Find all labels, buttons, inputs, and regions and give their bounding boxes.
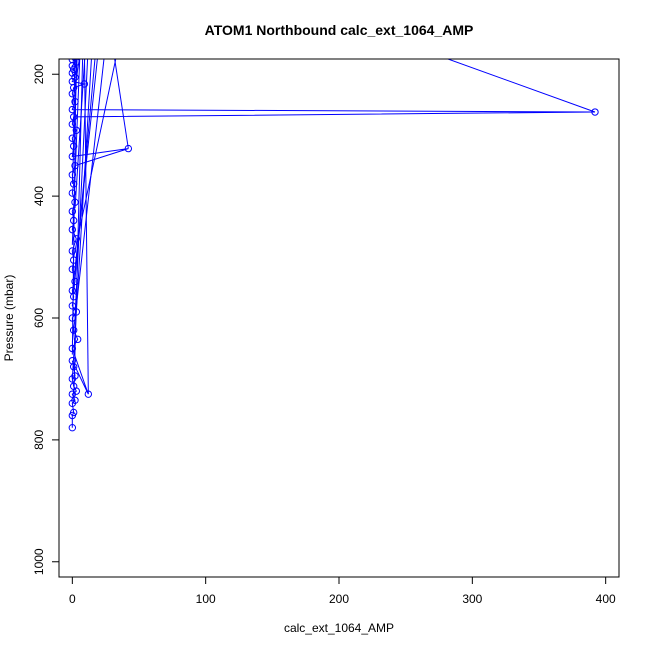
- data-point-0-49: [68, 69, 77, 77]
- data-point-0-37: [68, 134, 77, 142]
- data-point-0-39: [68, 120, 77, 128]
- data-point-0-26: [68, 225, 77, 234]
- data-point-0-15: [69, 326, 78, 334]
- data-point-0-43: [71, 97, 79, 106]
- data-point-0-14: [73, 335, 82, 344]
- data-point-0-12: [84, 390, 93, 398]
- data-point-0-31: [69, 180, 78, 188]
- x-tick-label-2: 200: [329, 592, 349, 606]
- x-tick-label-3: 300: [462, 592, 482, 606]
- data-point-0-52: [72, 59, 81, 66]
- plot-frame: [58, 58, 620, 578]
- series-segment-14: [73, 59, 96, 294]
- x-tick-label-4: 400: [596, 592, 616, 606]
- data-point-0-34: [124, 144, 133, 153]
- data-point-0-40: [69, 113, 78, 121]
- series-segment-4: [73, 59, 117, 258]
- x-axis: 0 100 200 300 400: [69, 577, 616, 606]
- data-point-0-35: [68, 152, 77, 161]
- data-point-0-13: [68, 344, 77, 353]
- y-tick-label-4: 1000: [32, 548, 46, 575]
- data-point-0-42: [68, 105, 77, 114]
- data-point-0-24: [68, 247, 77, 255]
- data-point-0-53: [68, 59, 77, 64]
- data-point-0-17: [72, 308, 81, 316]
- data-point-0-9: [71, 372, 79, 380]
- data-point-0-18: [68, 302, 77, 310]
- y-tick-label-1: 400: [32, 186, 46, 206]
- data-point-0-29: [71, 198, 79, 206]
- series-layer: [68, 59, 599, 432]
- data-point-0-28: [68, 207, 77, 216]
- y-axis: 200 400 600 800 1000: [32, 64, 59, 575]
- series-segment-13: [114, 59, 129, 149]
- data-point-0-0: [68, 423, 77, 432]
- data-point-0-20: [68, 286, 77, 295]
- data-point-0-27: [69, 216, 78, 225]
- y-tick-label-2: 600: [32, 308, 46, 328]
- series-segment-2: [74, 59, 89, 319]
- y-tick-label-0: 200: [32, 64, 46, 84]
- series-segment-1: [71, 59, 92, 379]
- chart-title: ATOM1 Northbound calc_ext_1064_AMP: [205, 22, 474, 38]
- series-segment-6: [74, 59, 86, 209]
- data-point-0-46: [80, 80, 89, 88]
- data-point-0-7: [69, 382, 78, 390]
- series-segment-11: [71, 59, 105, 343]
- x-tick-label-1: 100: [196, 592, 216, 606]
- y-axis-label: Pressure (mbar): [2, 275, 16, 362]
- y-tick-label-3: 800: [32, 430, 46, 450]
- data-point-0-2: [69, 408, 78, 417]
- data-point-0-41: [591, 108, 599, 116]
- data-point-0-38: [72, 126, 81, 135]
- data-point-0-22: [68, 265, 77, 273]
- data-point-0-21: [71, 277, 79, 286]
- x-axis-label: calc_ext_1064_AMP: [284, 621, 394, 635]
- series-line-0: [71, 59, 596, 428]
- data-point-0-36: [69, 142, 78, 150]
- data-point-0-50: [69, 65, 78, 74]
- data-point-0-25: [72, 235, 81, 243]
- data-point-0-33: [71, 161, 79, 170]
- data-point-0-23: [69, 256, 78, 264]
- data-point-0-11: [68, 356, 77, 365]
- data-point-0-30: [68, 189, 77, 197]
- series-segment-12: [446, 59, 596, 113]
- x-tick-label-0: 0: [69, 592, 76, 606]
- data-point-0-16: [68, 314, 77, 322]
- data-point-0-4: [71, 396, 79, 404]
- data-point-0-32: [68, 171, 77, 179]
